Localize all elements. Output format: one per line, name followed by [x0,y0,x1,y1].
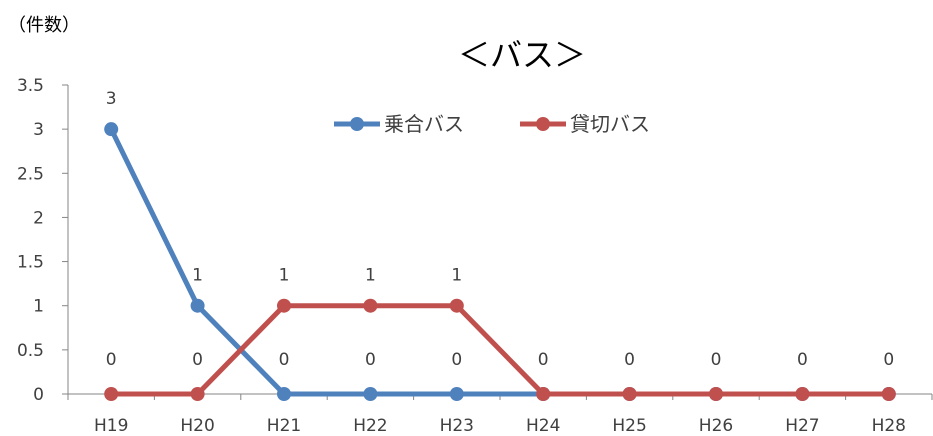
series-2-point [795,387,810,401]
series-line-1 [108,128,889,397]
series-2-point [277,298,291,313]
x-tick-label: H24 [526,416,560,436]
legend-swatch-marker [536,117,550,131]
y-tick-label: 2.5 [17,164,44,184]
data-label: 0 [624,350,635,370]
series-1-point [449,387,464,401]
series-2-point [709,387,723,401]
series-2-point [622,387,637,401]
series-2-point [881,387,896,401]
data-label: 1 [451,266,462,286]
legend-swatch-marker [350,117,364,131]
data-label: 0 [797,350,808,370]
data-label: 0 [106,350,117,370]
series-2-point [536,387,551,401]
data-label: 0 [192,350,203,370]
y-tick-label: 1.5 [17,253,44,273]
series-2-point [449,298,464,313]
x-tick-label: H22 [353,416,387,436]
series-1-point [277,387,291,401]
y-tick-label: 3 [33,120,44,140]
x-tick-label: H20 [180,416,214,436]
data-label: 1 [192,266,203,286]
series-2-point [190,387,205,401]
data-label: 0 [538,350,549,370]
legend-label: 貸切バス [570,112,650,136]
legend: 乗合バス 貸切バス [334,112,650,136]
legend-label: 乗合バス [384,112,464,136]
data-labels: 3 1 0 0 1 1 1 0 0 0 0 0 0 0 0 [106,89,894,370]
data-label: 0 [883,350,894,370]
series-2-point [104,387,119,401]
y-tick-label: 1 [33,297,44,317]
series-1-point [190,298,205,313]
x-tick-label: H19 [94,416,128,436]
tick-labels: 0 0.5 1 1.5 2 2.5 3 3.5 H19 H20 H21 H22 H23 H24 H25 H26… [17,76,906,436]
y-tick-label: 2 [33,208,44,228]
y-tick-label: 0.5 [17,341,44,361]
y-tick-label: 0 [33,385,44,405]
x-tick-label: H23 [440,416,474,436]
data-label: 3 [106,89,117,109]
x-tick-label: H28 [872,416,906,436]
data-label: 1 [279,266,290,286]
series-line-2 [111,303,889,397]
chart-title: ＜バス＞ [458,36,586,74]
data-label: 0 [279,350,290,370]
series-2-point [363,298,378,313]
y-tick-label: 3.5 [17,76,44,96]
x-tick-label: H26 [699,416,733,436]
y-axis-unit-label: （件数） [8,15,80,36]
series-group [104,122,896,401]
x-tick-label: H27 [785,416,819,436]
data-label: 0 [711,350,722,370]
x-tick-label: H25 [612,416,646,436]
x-tick-label: H21 [267,416,301,436]
series-1-point [363,387,378,401]
data-label: 1 [365,266,376,286]
data-label: 0 [365,350,376,370]
data-label: 0 [451,350,462,370]
series-1-point [104,122,119,137]
